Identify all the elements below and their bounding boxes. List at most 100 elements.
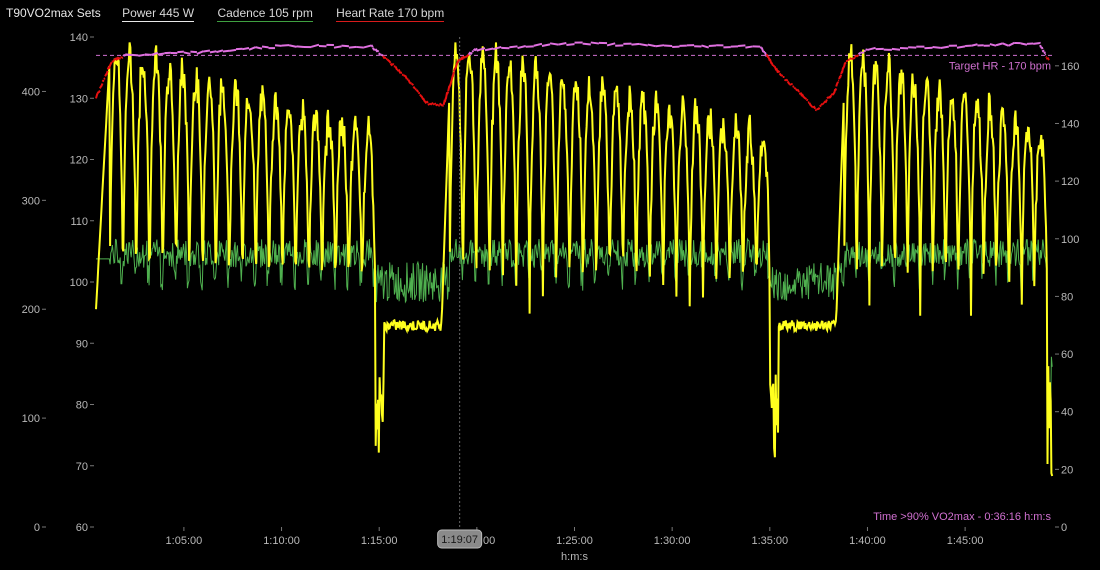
hr-tick-label: 90 (76, 338, 88, 350)
legend-cadence[interactable]: Cadence 105 rpm (217, 6, 313, 22)
heart-rate-segment (394, 66, 399, 71)
heart-rate-segment (854, 54, 858, 58)
time-tick-label: 1:45:00 (947, 535, 984, 547)
time-tick-label: 1:40:00 (849, 535, 886, 547)
heart-rate-segment (549, 42, 559, 46)
heart-rate-segment (151, 51, 159, 56)
heart-rate-segment (867, 46, 876, 51)
heart-rate-segment (857, 52, 861, 56)
heart-rate-segment (940, 45, 950, 49)
heart-rate-segment (802, 95, 806, 100)
heart-rate-segment (423, 100, 428, 104)
heart-rate-segment (843, 62, 846, 68)
heart-rate-segment (341, 44, 349, 48)
heart-rate-segment (1040, 46, 1044, 50)
heart-rate-segment (99, 85, 103, 89)
heart-rate-segment (177, 50, 184, 54)
legend-power[interactable]: Power 445 W (122, 6, 195, 22)
heart-rate-segment (435, 103, 438, 107)
heart-rate-segment (1020, 42, 1028, 46)
target-hr-label: Target HR - 170 bpm (949, 60, 1051, 72)
heart-rate-segment (819, 104, 822, 108)
heart-rate-segment (582, 42, 591, 46)
heart-rate-segment (190, 50, 197, 54)
hr-tick-label: 80 (76, 400, 88, 412)
heart-rate-segment (138, 53, 145, 57)
heart-rate-segment (891, 47, 901, 51)
heart-rate-segment (382, 55, 386, 60)
heart-rate-segment (449, 80, 453, 85)
heart-rate-segment (391, 62, 395, 66)
power-series (95, 42, 1054, 477)
heart-rate-segment (785, 78, 789, 82)
chart-title: T90VO2max Sets (6, 6, 101, 20)
heart-rate-segment (108, 64, 112, 69)
time-tick-label: 1:05:00 (166, 535, 203, 547)
x-axis-label: h:m:s (561, 551, 588, 563)
heart-rate-segment (117, 56, 121, 60)
heart-rate-segment (804, 97, 808, 100)
heart-rate-segment (109, 61, 113, 66)
heart-rate-segment (834, 87, 838, 91)
cadence-tick-label: 140 (1061, 118, 1079, 130)
heart-rate-segment (745, 45, 753, 49)
heart-rate-segment (348, 45, 357, 49)
heart-rate-segment (203, 49, 211, 53)
cadence-tick-label: 60 (1061, 349, 1073, 361)
heart-rate-segment (474, 47, 478, 52)
heart-rate-segment (407, 79, 412, 84)
cadence-tick-label: 100 (1061, 234, 1079, 246)
heart-rate-segment (655, 44, 665, 48)
time-tick-label: 1:30:00 (654, 535, 691, 547)
heart-rate-segment (849, 57, 852, 60)
legend-heart-rate[interactable]: Heart Rate 170 bpm (336, 6, 445, 22)
heart-rate-segment (1001, 42, 1009, 47)
heart-rate-segment (100, 83, 104, 87)
hr-tick-label: 120 (70, 155, 88, 167)
heart-rate-segment (386, 58, 390, 62)
heart-rate-segment (790, 82, 794, 86)
heart-rate-segment (222, 49, 230, 53)
heart-rate-segment (847, 58, 850, 62)
heart-rate-segment (828, 94, 833, 99)
heart-rate-segment (427, 103, 430, 106)
heart-rate-segment (363, 44, 372, 49)
cadence-tick-label: 120 (1061, 176, 1079, 188)
heart-rate-segment (841, 67, 845, 73)
heart-rate-segment (780, 74, 784, 77)
heart-rate-segment (805, 98, 809, 102)
hr-tick-label: 100 (70, 277, 88, 289)
heart-rate-segment (484, 47, 494, 52)
heart-rate-segment (1046, 56, 1050, 60)
heart-rate-segment (467, 51, 472, 56)
heart-rate-segment (432, 102, 436, 106)
heart-rate-segment (397, 69, 402, 74)
hr-tick-label: 60 (76, 522, 88, 534)
heart-rate-segment (760, 47, 765, 53)
heart-rate-segment (101, 79, 105, 83)
heart-rate-segment (1043, 51, 1046, 54)
heart-rate-segment (1039, 44, 1042, 48)
time-tick-label: 1:10:00 (263, 535, 300, 547)
heart-rate-series (95, 41, 1050, 112)
cadence-tick-label: 20 (1061, 464, 1073, 476)
cadence-tick-label: 160 (1061, 61, 1079, 73)
heart-rate-segment (103, 77, 106, 80)
heart-rate-segment (464, 55, 468, 59)
heart-rate-segment (817, 106, 821, 111)
heart-rate-segment (459, 56, 464, 61)
heart-rate-segment (786, 80, 791, 85)
time-tick-label: 1:35:00 (751, 535, 788, 547)
time-tick-label: 1:15:00 (361, 535, 398, 547)
heart-rate-segment (472, 48, 476, 52)
heart-rate-segment (429, 102, 433, 106)
heart-rate-segment (261, 45, 269, 49)
heart-rate-segment (404, 75, 408, 80)
cadence-axis: 0 20 40 60 80 100 120 140 160 (1055, 61, 1079, 534)
heart-rate-axis: 60 70 80 90 100 110 120 130 140 (70, 32, 94, 534)
heart-rate-segment (209, 50, 217, 54)
heart-rate-segment (737, 44, 746, 47)
heart-rate-segment (412, 85, 416, 90)
heart-rate-segment (123, 53, 127, 57)
